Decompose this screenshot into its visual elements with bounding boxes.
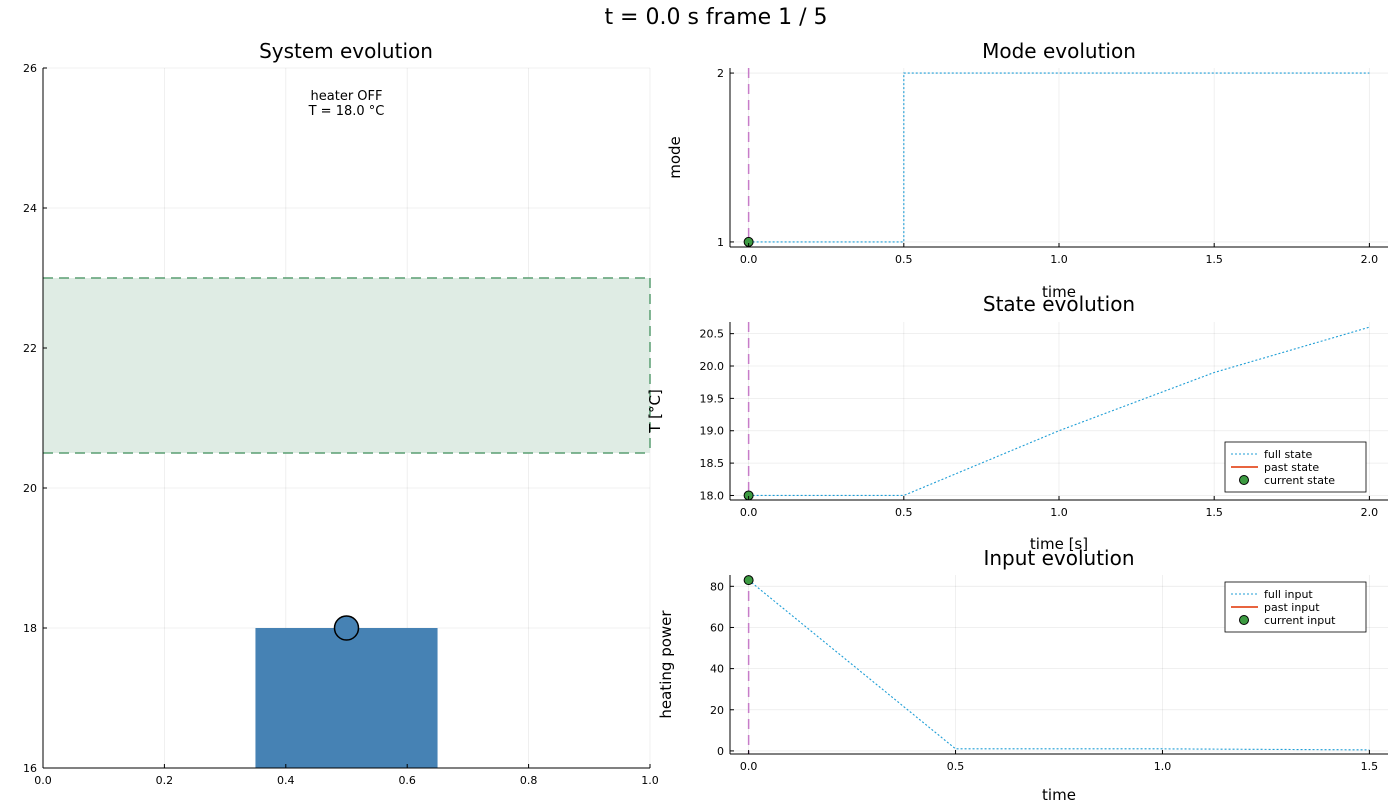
- input-x-tick-label-1: 0.5: [947, 760, 965, 773]
- mode-x-tick-label-4: 2.0: [1361, 253, 1379, 266]
- state-evolution-panel: 0.0 0.5 1.0 1.5 2.0 18.0 18.5 19.0 19.5 20.0 20.5 S…: [646, 292, 1388, 553]
- input-x-tick-label-2: 1.0: [1154, 760, 1172, 773]
- input-y-tick-label-4: 80: [710, 580, 724, 593]
- state-y-tick-label-0: 18.0: [700, 489, 725, 502]
- system-x-tick-label-2: 0.4: [277, 774, 295, 787]
- mode-y-tick-label-0: 1: [717, 236, 724, 249]
- input-y-tick-label-0: 0: [717, 745, 724, 758]
- system-x-tick-label-1: 0.2: [156, 774, 174, 787]
- input-title: Input evolution: [983, 546, 1134, 570]
- input-legend-label-full: full input: [1264, 588, 1313, 601]
- system-y-tick-label-2: 20: [23, 482, 37, 495]
- state-x-tick-label-3: 1.5: [1205, 506, 1223, 519]
- mode-y-label: mode: [666, 136, 684, 179]
- state-y-tick-label-4: 20.0: [700, 360, 725, 373]
- state-legend-label-full: full state: [1264, 448, 1313, 461]
- input-y-label: heating power: [657, 610, 675, 719]
- status-annotation-line-2: T = 18.0 °C: [308, 104, 385, 119]
- system-x-tick-label-5: 1.0: [641, 774, 659, 787]
- state-legend-label-past: past state: [1264, 461, 1319, 474]
- mode-x-tick-label-3: 1.5: [1205, 253, 1223, 266]
- input-y-tick-label-2: 40: [710, 663, 724, 676]
- mode-x-tick-label-1: 0.5: [895, 253, 913, 266]
- input-legend-label-past: past input: [1264, 601, 1320, 614]
- temperature-bar: [255, 628, 438, 768]
- system-x-tick-label-3: 0.6: [398, 774, 416, 787]
- state-legend-swatch-current: [1239, 475, 1249, 485]
- state-y-tick-label-2: 19.0: [700, 425, 725, 438]
- state-x-tick-label-1: 0.5: [895, 506, 913, 519]
- system-y-tick-label-5: 26: [23, 62, 37, 75]
- state-x-tick-label-0: 0.0: [740, 506, 758, 519]
- input-x-tick-label-3: 1.5: [1361, 760, 1379, 773]
- input-full-series-line: [748, 579, 1370, 751]
- mode-title: Mode evolution: [982, 39, 1136, 63]
- input-y-tick-label-3: 60: [710, 621, 724, 634]
- system-y-tick-label-1: 18: [23, 622, 37, 635]
- mode-x-tick-label-0: 0.0: [740, 253, 758, 266]
- system-x-tick-label-0: 0.0: [34, 774, 52, 787]
- input-legend-label-current: current input: [1264, 614, 1336, 627]
- system-y-tick-label-4: 24: [23, 202, 37, 215]
- input-current-point: [743, 575, 754, 586]
- mode-full-series-line: [748, 72, 1370, 243]
- mode-x-label: time: [1042, 283, 1076, 301]
- mode-evolution-panel: 0.0 0.5 1.0 1.5 2.0 1 2 Mode evolution time mode: [666, 39, 1388, 301]
- mode-x-tick-label-2: 1.0: [1050, 253, 1068, 266]
- input-x-label: time: [1042, 786, 1076, 800]
- input-x-tick-label-0: 0.0: [740, 760, 758, 773]
- input-y-tick-label-1: 20: [710, 704, 724, 717]
- system-title: System evolution: [259, 39, 433, 63]
- state-y-tick-label-5: 20.5: [700, 328, 725, 341]
- temperature-point: [333, 615, 360, 641]
- state-y-tick-label-3: 19.5: [700, 392, 725, 405]
- system-y-tick-label-3: 22: [23, 342, 37, 355]
- state-legend-label-current: current state: [1264, 474, 1335, 487]
- comfort-band: [43, 278, 650, 453]
- mode-y-tick-label-1: 2: [717, 67, 724, 80]
- state-x-tick-label-4: 2.0: [1361, 506, 1379, 519]
- state-title: State evolution: [983, 292, 1135, 316]
- input-legend-swatch-current: [1239, 615, 1249, 625]
- state-y-tick-label-1: 18.5: [700, 457, 725, 470]
- state-y-label: T [°C]: [646, 389, 664, 434]
- system-x-tick-label-4: 0.8: [520, 774, 538, 787]
- system-y-tick-label-0: 16: [23, 762, 37, 775]
- input-evolution-panel: 0.0 0.5 1.0 1.5 0 20 40 60 80 Input evolution time…: [657, 546, 1388, 800]
- state-x-tick-label-2: 1.0: [1050, 506, 1068, 519]
- state-x-label: time [s]: [1030, 535, 1088, 553]
- figure-suptitle: t = 0.0 s frame 1 / 5: [604, 5, 827, 30]
- status-annotation-line-1: heater OFF: [311, 89, 383, 104]
